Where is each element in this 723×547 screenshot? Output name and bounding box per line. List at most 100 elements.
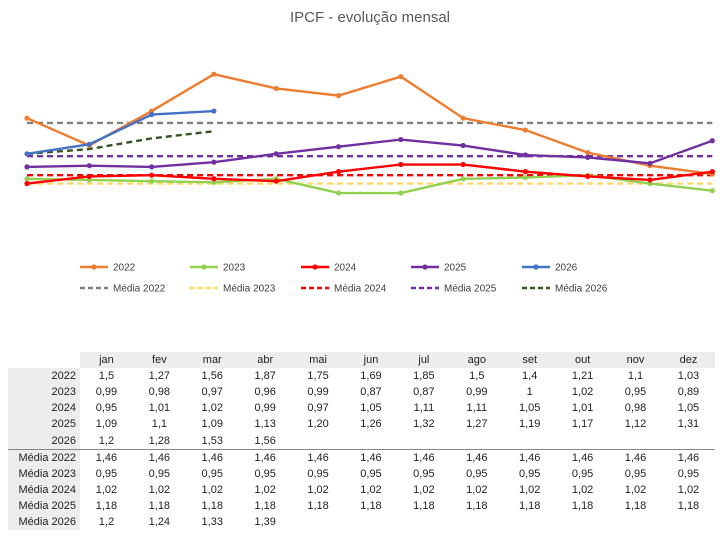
table-cell: 1,31	[677, 418, 700, 431]
table-cell	[450, 432, 503, 449]
data-point	[149, 164, 155, 170]
data-point	[522, 152, 529, 158]
table-cell: 0,95	[571, 467, 594, 480]
data-point	[273, 85, 279, 92]
table-row: Média 2025 1,18 1,18 1,18 1,18 1,18 1,18 1,18 1,…	[8, 497, 715, 514]
table-cell: 1,11	[413, 402, 435, 415]
legend-item-2025: 2025	[411, 263, 467, 274]
table-cell: 1,05	[518, 402, 541, 415]
legend-marker	[533, 264, 539, 270]
table-cell: 1,5	[469, 370, 485, 383]
legend-item-media-2025: Média 2025	[411, 284, 497, 295]
table-cell: 0,99	[95, 386, 118, 399]
data-point	[647, 160, 653, 166]
data-point	[398, 136, 404, 143]
table-row: 2026 1,2 1,28 1,53 1,56	[8, 432, 715, 450]
data-point	[149, 108, 155, 114]
data-point	[211, 176, 217, 182]
table-cell: 1,1	[151, 418, 167, 431]
legend-label: 2024	[334, 263, 357, 274]
table-cell	[609, 514, 662, 530]
table-cell: 1,39	[254, 515, 276, 528]
table-cell: 1,46	[291, 448, 345, 466]
table-cell: 0,98	[624, 402, 647, 415]
data-point	[86, 177, 92, 183]
series-2026	[24, 108, 217, 157]
table-cell: 1,02	[307, 483, 329, 496]
table-cell	[292, 514, 345, 530]
legend-label: Média 2025	[444, 284, 497, 295]
table-cell	[345, 432, 398, 449]
table-cell: 1,02	[466, 483, 488, 496]
table-cell: 1,27	[466, 418, 488, 431]
table-cell	[397, 432, 450, 449]
table-cell: 1,46	[503, 448, 557, 466]
data-point	[211, 179, 217, 185]
column-header-set: set	[503, 352, 557, 369]
table-cell: 1,33	[201, 515, 223, 528]
series-line-2022	[26, 72, 713, 176]
table-cell: 1,46	[238, 448, 292, 466]
table-cell	[556, 432, 609, 449]
legend-label: Média 2023	[223, 284, 276, 295]
data-point	[335, 93, 342, 99]
table-row: 2023 0,99 0,98 0,97 0,96 0,99 0,87 0,87 0,99 1 1,0…	[8, 384, 715, 401]
table-cell: 1,02	[518, 483, 541, 496]
table-cell: 1,18	[571, 499, 594, 512]
table-row: 2025 1,09 1,1 1,09 1,13 1,20 1,26 1,32 1,27 1,19 1…	[8, 416, 715, 433]
table-cell: 1,02	[571, 386, 594, 399]
data-point	[522, 169, 529, 175]
table-cell: 1,05	[677, 402, 700, 415]
data-point	[585, 154, 591, 160]
data-point	[585, 173, 591, 179]
table-cell: 0,96	[254, 386, 276, 399]
table-corner-cell	[8, 352, 80, 369]
table-cell: 0,98	[148, 386, 171, 399]
legend-label: 2022	[113, 263, 136, 274]
table-header-row: jan fev mar abr mai jun jul ago set out nov dez	[8, 352, 715, 369]
legend-item-media-2023: Média 2023	[190, 284, 276, 295]
table-cell: 1,46	[397, 448, 451, 466]
data-point	[149, 112, 155, 118]
legend-item-media-2024: Média 2024	[301, 284, 387, 295]
table-cell: 1,18	[413, 499, 435, 512]
table-cell: 1,2	[98, 434, 115, 447]
table-cell: 1,02	[201, 402, 223, 415]
table-cell: 1,18	[201, 499, 223, 512]
column-header-jan: jan	[80, 352, 133, 369]
legend-label: Média 2022	[113, 284, 166, 295]
table-cell: 1,02	[95, 483, 118, 496]
table-cell: 1,5	[98, 370, 115, 383]
data-point	[585, 150, 591, 156]
data-point	[522, 127, 529, 133]
legend-item-2022: 2022	[80, 263, 136, 274]
row-label: Média 2025	[8, 497, 80, 514]
table-cell: 0,99	[466, 386, 488, 399]
table-cell: 0,95	[518, 467, 541, 480]
row-label: Média 2022	[8, 448, 80, 466]
table-body: 2022 1,5 1,27 1,56 1,87 1,75 1,69 1,85 1,5 1,4 1,2…	[8, 368, 715, 531]
table-cell: 0,95	[307, 467, 329, 480]
table-cell: 1,85	[413, 370, 435, 383]
table-cell: 0,95	[95, 402, 118, 415]
table-cell	[345, 514, 398, 530]
table-cell: 1,46	[344, 448, 398, 466]
data-point	[273, 151, 279, 157]
table-cell	[450, 514, 503, 530]
table-cell: 0,97	[307, 402, 329, 415]
table-cell: 0,95	[148, 467, 171, 480]
table-cell: 0,99	[254, 402, 276, 415]
data-point	[709, 138, 715, 144]
table-cell: 1,02	[201, 483, 223, 496]
table-cell: 1,02	[413, 483, 435, 496]
data-point	[24, 180, 30, 187]
legend-item-media-2022: Média 2022	[80, 284, 166, 295]
row-label: 2024	[8, 400, 80, 417]
chart-legend: 2022 2023 2024 2025 2026 Média 2022 Média 2023…	[80, 263, 608, 295]
table-cell: 0,95	[254, 467, 276, 480]
table-cell: 1,46	[609, 448, 662, 466]
table-cell: 1,46	[80, 448, 133, 466]
data-point	[86, 173, 92, 179]
table-cell: 1,75	[307, 370, 329, 383]
column-header-abr: abr	[238, 352, 292, 369]
